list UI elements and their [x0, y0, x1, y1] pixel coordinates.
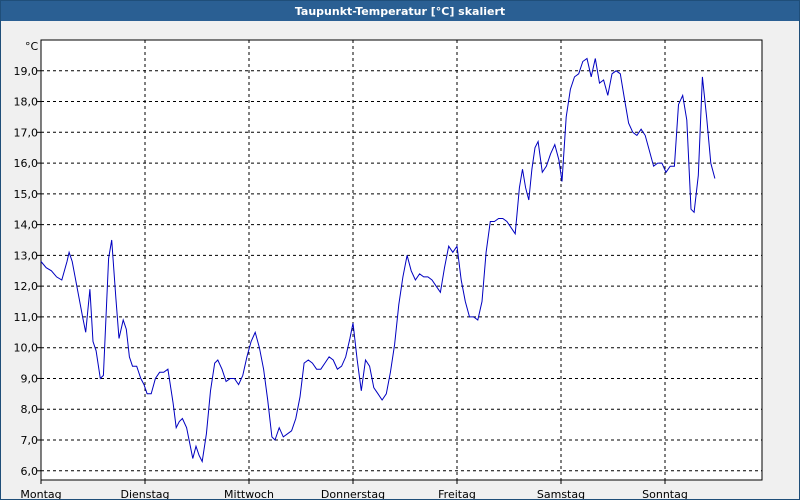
- y-tick-label: 17,0: [14, 126, 39, 139]
- y-tick-label: 16,0: [14, 157, 39, 170]
- y-axis: 6,0 7,0 8,0 9,0 10,0 11,0 12,0 13,0 14,0 15,0 16,0…: [14, 65, 41, 478]
- y-axis-unit: °C: [25, 40, 39, 53]
- y-tick-label: 7,0: [21, 434, 39, 447]
- x-tick-day-label: Donnerstag: [321, 488, 385, 499]
- y-tick-label: 12,0: [14, 280, 39, 293]
- y-tick-label: 19,0: [14, 65, 39, 78]
- x-tick-day-label: Freitag: [438, 488, 476, 499]
- y-tick-label: 15,0: [14, 188, 39, 201]
- x-axis: Montag30.06.14Dienstag01.07.14Mittwoch02…: [20, 480, 688, 499]
- x-tick-day-label: Sonntag: [642, 488, 688, 499]
- y-tick-label: 18,0: [14, 96, 39, 109]
- x-tick-day-label: Dienstag: [120, 488, 169, 499]
- dewpoint-series-line: [40, 57, 716, 464]
- y-tick-label: 6,0: [21, 465, 39, 478]
- plot-area: [40, 39, 763, 481]
- y-tick-label: 13,0: [14, 249, 39, 262]
- x-tick-day-label: Samstag: [537, 488, 585, 499]
- y-tick-label: 11,0: [14, 311, 39, 324]
- dewpoint-chart: 6,0 7,0 8,0 9,0 10,0 11,0 12,0 13,0 14,0 15,0 16,0…: [14, 39, 763, 499]
- x-tick-day-label: Montag: [20, 488, 61, 499]
- window-title: Taupunkt-Temperatur [°C] skaliert: [1, 1, 799, 21]
- x-tick-day-label: Mittwoch: [224, 488, 274, 499]
- grid-lines: [41, 40, 762, 480]
- y-tick-label: 8,0: [21, 403, 39, 416]
- y-tick-label: 9,0: [21, 372, 39, 385]
- y-tick-label: 10,0: [14, 342, 39, 355]
- y-tick-label: 14,0: [14, 219, 39, 232]
